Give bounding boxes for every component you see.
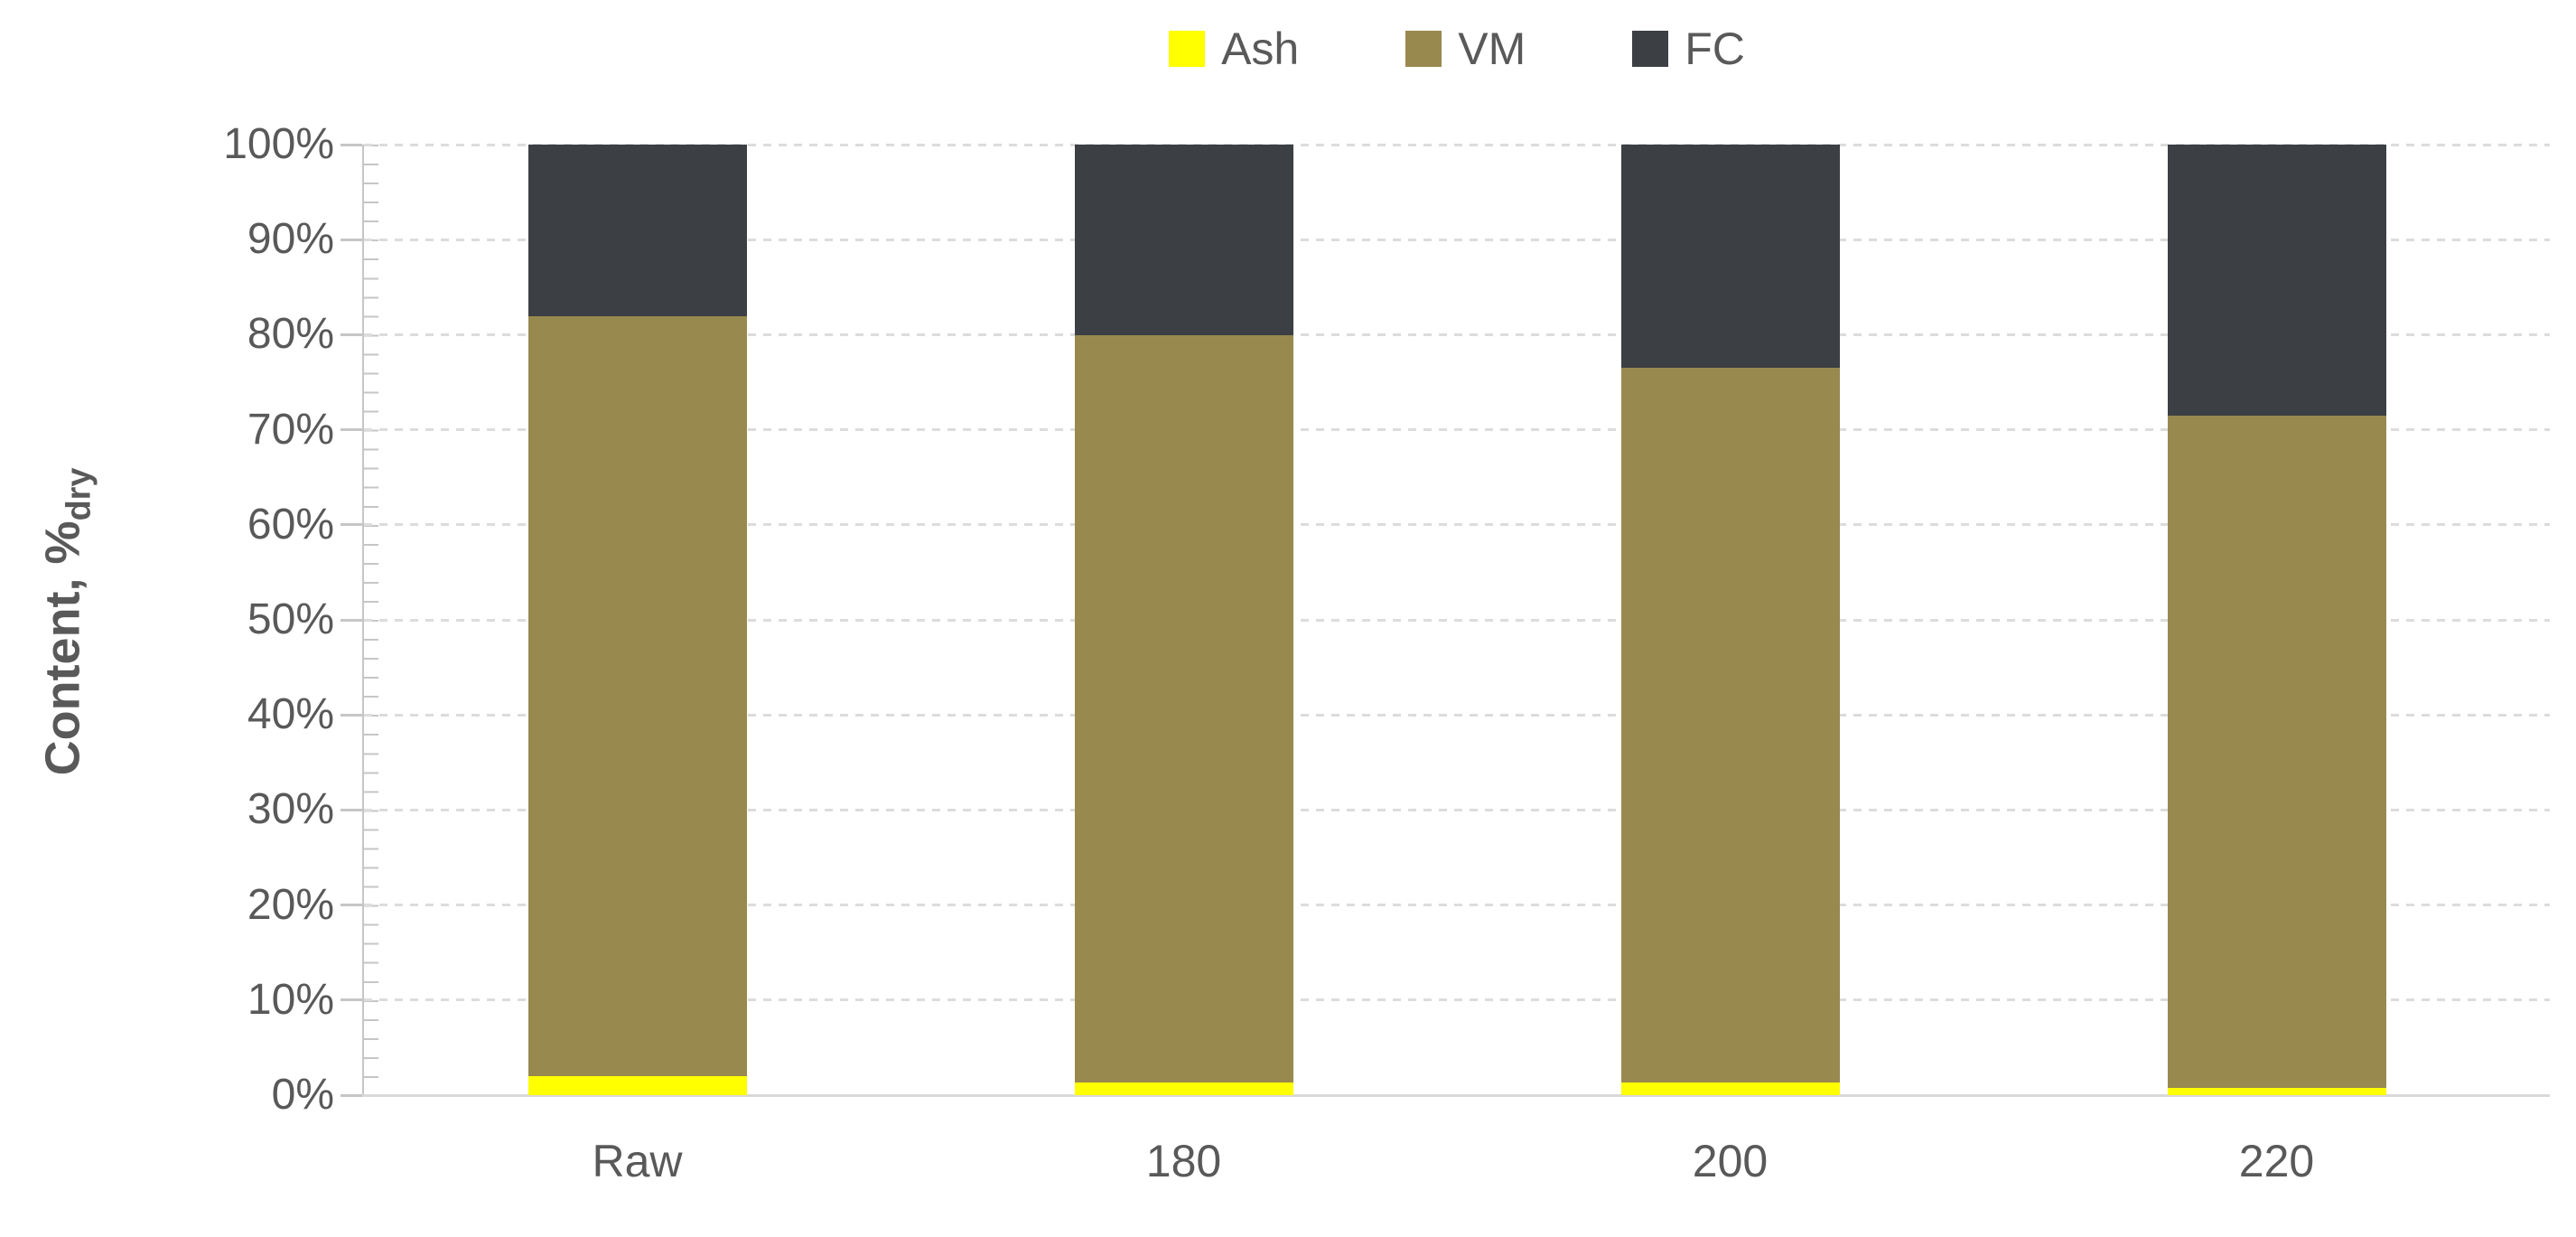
bar-segment-ash-200 bbox=[1620, 1082, 1840, 1095]
y-major-tick-70% bbox=[341, 428, 362, 432]
x-category-label-220: 220 bbox=[2238, 1136, 2315, 1186]
bar-180 bbox=[1074, 145, 1293, 1095]
y-axis-line bbox=[362, 145, 364, 1095]
y-tick-label-90%: 90% bbox=[247, 215, 334, 264]
y-tick-label-10%: 10% bbox=[247, 975, 334, 1024]
legend-swatch-vm bbox=[1405, 31, 1442, 67]
bar-segment-fc-220 bbox=[2167, 145, 2386, 416]
x-category-label-raw: Raw bbox=[592, 1136, 683, 1186]
y-tick-label-0%: 0% bbox=[271, 1071, 334, 1119]
y-major-tick-40% bbox=[341, 713, 362, 717]
gridline-40% bbox=[364, 713, 2550, 717]
y-axis-title: Content, %dry bbox=[35, 468, 99, 776]
y-tick-label-60%: 60% bbox=[247, 500, 334, 548]
y-major-tick-30% bbox=[341, 808, 362, 811]
bar-segment-vm-200 bbox=[1620, 368, 1840, 1083]
y-tick-label-70%: 70% bbox=[247, 405, 334, 454]
y-tick-label-40%: 40% bbox=[247, 690, 334, 739]
bar-segment-ash-raw bbox=[527, 1075, 747, 1095]
y-tick-label-50%: 50% bbox=[247, 595, 334, 643]
y-major-tick-80% bbox=[341, 333, 362, 336]
y-major-tick-90% bbox=[341, 238, 362, 241]
legend-item-vm: VM bbox=[1405, 26, 1526, 71]
legend: Ash VM FC bbox=[364, 23, 2550, 74]
bar-segment-fc-raw bbox=[527, 145, 747, 317]
y-tick-label-100%: 100% bbox=[223, 120, 334, 168]
x-axis-line bbox=[341, 1094, 2550, 1097]
y-tick-label-80%: 80% bbox=[247, 310, 334, 359]
legend-swatch-fc bbox=[1632, 31, 1669, 67]
legend-item-ash: Ash bbox=[1169, 26, 1299, 71]
gridline-90% bbox=[364, 238, 2550, 241]
bar-segment-vm-raw bbox=[527, 316, 747, 1076]
bar-segment-ash-220 bbox=[2167, 1087, 2386, 1095]
y-axis-title-subscript: dry bbox=[60, 467, 98, 521]
plot-area bbox=[341, 143, 2550, 1097]
y-major-tick-50% bbox=[341, 618, 362, 622]
y-major-tick-60% bbox=[341, 523, 362, 527]
y-major-tick-100% bbox=[341, 143, 362, 146]
y-major-tick-20% bbox=[341, 904, 362, 907]
y-tick-label-20%: 20% bbox=[247, 880, 334, 929]
bar-segment-ash-180 bbox=[1074, 1082, 1293, 1095]
gridline-10% bbox=[364, 998, 2550, 1002]
gridline-100% bbox=[364, 143, 2550, 146]
bar-segment-fc-180 bbox=[1074, 145, 1293, 336]
gridline-80% bbox=[364, 333, 2550, 336]
legend-label: Ash bbox=[1221, 23, 1300, 74]
legend-label: VM bbox=[1458, 23, 1526, 74]
x-category-label-180: 180 bbox=[1145, 1136, 1222, 1186]
gridline-20% bbox=[364, 904, 2550, 907]
y-tick-label-30%: 30% bbox=[247, 785, 334, 834]
bar-segment-vm-220 bbox=[2167, 415, 2386, 1088]
y-axis-title-main: Content, % bbox=[35, 520, 90, 776]
bar-raw bbox=[527, 145, 747, 1095]
gridline-60% bbox=[364, 523, 2550, 527]
x-category-label-200: 200 bbox=[1692, 1136, 1769, 1186]
y-major-tick-10% bbox=[341, 998, 362, 1002]
legend-swatch-ash bbox=[1169, 31, 1206, 67]
bar-segment-vm-180 bbox=[1074, 335, 1293, 1083]
gridline-70% bbox=[364, 428, 2550, 432]
gridline-50% bbox=[364, 618, 2550, 622]
bar-220 bbox=[2167, 145, 2386, 1095]
y-major-tick-0% bbox=[341, 1093, 362, 1097]
legend-label: FC bbox=[1685, 23, 1745, 74]
bar-segment-fc-200 bbox=[1620, 145, 1840, 369]
gridline-30% bbox=[364, 808, 2550, 811]
legend-item-fc: FC bbox=[1632, 26, 1745, 71]
bar-200 bbox=[1620, 145, 1840, 1095]
